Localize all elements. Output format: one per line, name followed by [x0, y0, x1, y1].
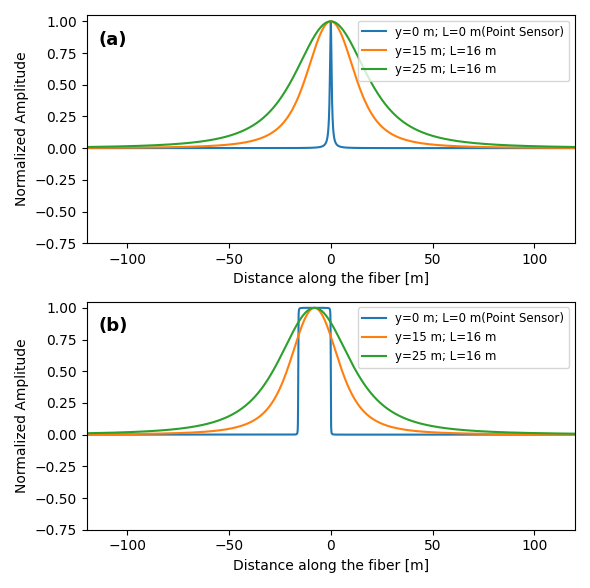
y=15 m; L=16 m	[572, 144, 579, 151]
Line: y=0 m; L=0 m(Point Sensor): y=0 m; L=0 m(Point Sensor)	[87, 308, 575, 435]
y=15 m; L=16 m	[433, 429, 440, 436]
y=25 m; L=16 m	[83, 430, 90, 437]
y=0 m; L=0 m(Point Sensor)	[314, 144, 321, 151]
y=15 m; L=16 m	[396, 425, 404, 432]
y=25 m; L=16 m	[378, 96, 385, 103]
y=0 m; L=0 m(Point Sensor)	[433, 431, 440, 438]
y=0 m; L=0 m(Point Sensor)	[83, 431, 90, 438]
Text: (b): (b)	[99, 318, 128, 336]
y=0 m; L=0 m(Point Sensor)	[83, 145, 90, 152]
Line: y=25 m; L=16 m: y=25 m; L=16 m	[87, 308, 575, 434]
Y-axis label: Normalized Amplitude: Normalized Amplitude	[15, 52, 29, 206]
Legend: y=0 m; L=0 m(Point Sensor), y=15 m; L=16 m, y=25 m; L=16 m: y=0 m; L=0 m(Point Sensor), y=15 m; L=16…	[358, 21, 569, 81]
y=25 m; L=16 m	[572, 430, 579, 437]
y=25 m; L=16 m	[572, 143, 579, 151]
y=25 m; L=16 m	[327, 18, 335, 25]
y=0 m; L=0 m(Point Sensor)	[205, 145, 212, 152]
y=0 m; L=0 m(Point Sensor)	[396, 431, 404, 438]
y=25 m; L=16 m	[314, 28, 321, 35]
y=0 m; L=0 m(Point Sensor)	[205, 431, 212, 438]
y=25 m; L=16 m	[433, 133, 440, 141]
y=15 m; L=16 m	[378, 123, 385, 131]
X-axis label: Distance along the fiber [m]: Distance along the fiber [m]	[232, 559, 429, 573]
y=25 m; L=16 m	[433, 423, 440, 430]
Line: y=0 m; L=0 m(Point Sensor): y=0 m; L=0 m(Point Sensor)	[87, 21, 575, 148]
y=0 m; L=0 m(Point Sensor)	[311, 305, 318, 312]
y=0 m; L=0 m(Point Sensor)	[572, 145, 579, 152]
y=15 m; L=16 m	[205, 142, 212, 149]
y=0 m; L=0 m(Point Sensor)	[433, 145, 440, 152]
y=0 m; L=0 m(Point Sensor)	[378, 431, 385, 438]
Y-axis label: Normalized Amplitude: Normalized Amplitude	[15, 338, 29, 493]
y=15 m; L=16 m	[314, 38, 321, 45]
y=25 m; L=16 m	[378, 401, 385, 408]
Text: (a): (a)	[99, 31, 127, 49]
y=0 m; L=0 m(Point Sensor)	[396, 145, 404, 152]
y=25 m; L=16 m	[205, 137, 212, 144]
y=25 m; L=16 m	[314, 305, 321, 312]
y=15 m; L=16 m	[83, 431, 90, 438]
Line: y=25 m; L=16 m: y=25 m; L=16 m	[87, 21, 575, 147]
y=0 m; L=0 m(Point Sensor)	[540, 145, 547, 152]
X-axis label: Distance along the fiber [m]: Distance along the fiber [m]	[232, 272, 429, 286]
y=15 m; L=16 m	[540, 144, 547, 151]
y=15 m; L=16 m	[378, 420, 385, 427]
y=25 m; L=16 m	[205, 420, 212, 427]
y=25 m; L=16 m	[540, 430, 547, 437]
y=25 m; L=16 m	[540, 143, 547, 150]
y=15 m; L=16 m	[314, 306, 321, 313]
y=15 m; L=16 m	[327, 18, 335, 25]
y=0 m; L=0 m(Point Sensor)	[314, 305, 321, 312]
y=25 m; L=16 m	[311, 305, 318, 312]
y=15 m; L=16 m	[396, 135, 404, 142]
y=15 m; L=16 m	[572, 431, 579, 438]
y=25 m; L=16 m	[396, 413, 404, 420]
Line: y=15 m; L=16 m: y=15 m; L=16 m	[87, 21, 575, 148]
y=15 m; L=16 m	[433, 141, 440, 148]
y=15 m; L=16 m	[540, 431, 547, 438]
y=15 m; L=16 m	[311, 305, 318, 312]
Line: y=15 m; L=16 m: y=15 m; L=16 m	[87, 308, 575, 435]
y=25 m; L=16 m	[83, 143, 90, 151]
y=0 m; L=0 m(Point Sensor)	[540, 431, 547, 438]
Legend: y=0 m; L=0 m(Point Sensor), y=15 m; L=16 m, y=25 m; L=16 m: y=0 m; L=0 m(Point Sensor), y=15 m; L=16…	[358, 308, 569, 368]
y=25 m; L=16 m	[396, 116, 404, 123]
y=15 m; L=16 m	[83, 144, 90, 151]
y=0 m; L=0 m(Point Sensor)	[572, 431, 579, 438]
y=0 m; L=0 m(Point Sensor)	[378, 145, 385, 152]
y=15 m; L=16 m	[205, 428, 212, 435]
y=0 m; L=0 m(Point Sensor)	[327, 18, 335, 25]
